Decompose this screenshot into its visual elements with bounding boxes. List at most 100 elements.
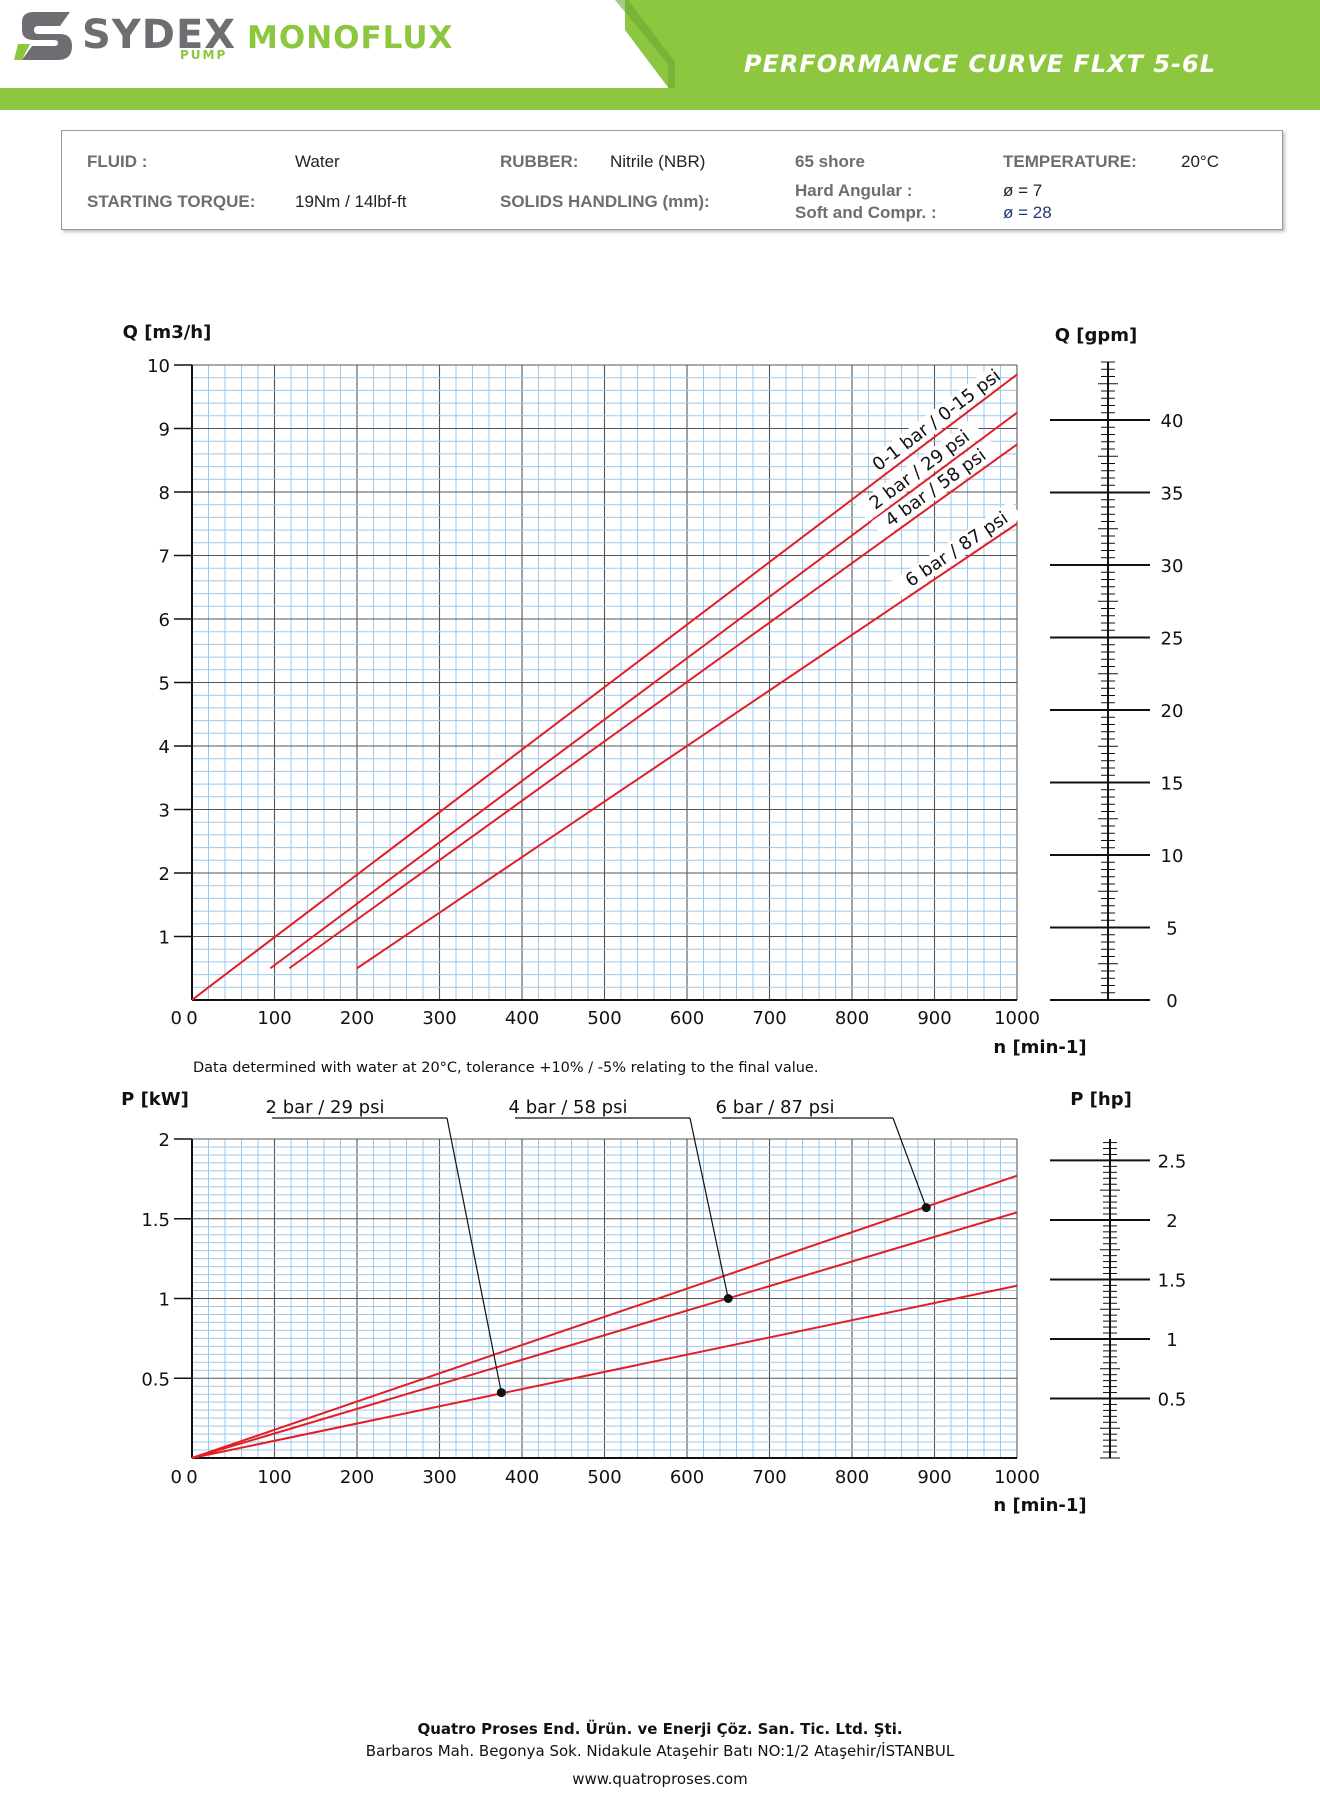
callout-dot	[723, 1294, 733, 1303]
y-tick-label: 4	[159, 737, 170, 758]
y-tick-label: 2	[159, 1130, 170, 1151]
page-footer: Quatro Proses End. Ürün. ve Enerji Çöz. …	[0, 1720, 1320, 1792]
rubber-value: Nitrile (NBR)	[610, 152, 706, 171]
y-tick-label: 9	[159, 420, 170, 441]
y2-tick-label: 25	[1161, 629, 1184, 650]
torque-label: STARTING TORQUE:	[87, 192, 256, 211]
callout-dot	[496, 1388, 506, 1398]
y-tick-label: 1	[159, 928, 170, 949]
y2-tick-label: 15	[1161, 774, 1184, 795]
y2-tick-label: 0	[1166, 991, 1177, 1012]
x-tick-label: 700	[752, 1467, 786, 1488]
shore-value: 65 shore	[795, 152, 865, 171]
brand-name: SYDEX	[82, 12, 237, 58]
series-line	[269, 411, 1018, 970]
x-tick-label: 1000	[994, 1008, 1040, 1029]
solids-label: SOLIDS HANDLING (mm):	[500, 192, 710, 211]
series-label-bg	[871, 437, 1000, 538]
x-tick-label: 400	[505, 1467, 539, 1488]
y-tick-label: 1	[159, 1290, 170, 1311]
x-tick-label: 400	[505, 1008, 539, 1029]
y-tick-label: 5	[159, 674, 170, 695]
y2-tick-label: 1	[1166, 1330, 1177, 1351]
rubber-label: RUBBER:	[500, 152, 579, 171]
y2-tick-label: 20	[1161, 701, 1184, 722]
x-tick-label: 700	[752, 1008, 786, 1029]
x-tick-label: 100	[257, 1467, 291, 1488]
chart-2	[174, 1117, 1150, 1459]
footer-address: Barbaros Mah. Begonya Sok. Nidakule Ataş…	[365, 1742, 955, 1760]
page-title: PERFORMANCE CURVE FLXT 5-6L	[743, 50, 1216, 78]
callout-dot	[921, 1203, 931, 1213]
y2-tick-label: 30	[1161, 556, 1184, 577]
header-band-shadow	[615, 0, 675, 88]
x-tick-label: 300	[422, 1008, 456, 1029]
series-label-bg	[872, 368, 1000, 472]
hard-angular-label: Hard Angular :	[795, 181, 913, 200]
y2-tick-label: 1.5	[1158, 1270, 1187, 1291]
callout-leader	[892, 1117, 927, 1208]
callout-leader	[446, 1117, 502, 1393]
series-line	[191, 1174, 1018, 1459]
soft-compr-value: ø = 28	[1003, 203, 1052, 222]
series-line	[191, 1211, 1018, 1459]
footer-url[interactable]: www.quatroproses.com	[572, 1770, 748, 1788]
y-tick-label: 8	[159, 483, 170, 504]
x-tick-label: 200	[340, 1008, 374, 1029]
header-title-band	[625, 0, 1320, 110]
series-line	[191, 373, 1018, 1001]
x-tick-label: 0	[186, 1008, 197, 1029]
temperature-label: TEMPERATURE:	[1003, 152, 1137, 171]
x-tick-label: 900	[917, 1008, 951, 1029]
y2-tick-label: 2	[1166, 1211, 1177, 1232]
y2-tick-label: 2.5	[1158, 1151, 1187, 1172]
origin-label: 0	[171, 1008, 182, 1029]
y-tick-label: 10	[147, 356, 170, 377]
product-name: MONOFLUX	[247, 20, 454, 56]
x-tick-label: 1000	[994, 1467, 1040, 1488]
y-tick-label: 6	[159, 610, 170, 631]
x-tick-label: 300	[422, 1467, 456, 1488]
y-axis-title: Q [m3/h]	[123, 322, 212, 343]
sydex-logo-icon	[14, 12, 72, 60]
y-tick-label: 0.5	[141, 1369, 170, 1390]
callout-label: 6 bar / 87 psi	[716, 1097, 835, 1118]
header-banner	[0, 0, 1320, 110]
x-axis-title: n [min-1]	[993, 1037, 1086, 1058]
torque-value: 19Nm / 14lbf-ft	[295, 192, 407, 211]
hard-angular-value: ø = 7	[1003, 181, 1043, 200]
y2-tick-label: 40	[1161, 411, 1184, 432]
series-label-bg	[891, 500, 1022, 598]
footer-company: Quatro Proses End. Ürün. ve Enerji Çöz. …	[417, 1720, 903, 1738]
callout-leader	[689, 1117, 729, 1299]
callout-label: 4 bar / 58 psi	[509, 1097, 628, 1118]
y-tick-label: 1.5	[141, 1210, 170, 1231]
x-tick-label: 100	[257, 1008, 291, 1029]
y2-axis-title: P [hp]	[1070, 1089, 1132, 1110]
origin-label: 0	[171, 1467, 182, 1488]
series-label-bg	[855, 418, 984, 521]
y2-axis-title: Q [gpm]	[1055, 325, 1138, 346]
y-axis-title: P [kW]	[121, 1089, 189, 1110]
x-tick-label: 200	[340, 1467, 374, 1488]
data-note: Data determined with water at 20°C, tole…	[193, 1060, 818, 1076]
x-tick-label: 500	[587, 1467, 621, 1488]
x-axis-title: n [min-1]	[993, 1495, 1086, 1516]
temperature-value: 20°C	[1181, 152, 1219, 171]
fluid-label: FLUID :	[87, 152, 148, 171]
x-tick-label: 800	[835, 1008, 869, 1029]
soft-compr-label: Soft and Compr. :	[795, 203, 937, 222]
x-tick-label: 0	[186, 1467, 197, 1488]
brand-sub: PUMP	[180, 48, 228, 62]
y2-tick-label: 5	[1166, 919, 1177, 940]
x-tick-label: 600	[670, 1008, 704, 1029]
y-tick-label: 3	[159, 801, 170, 822]
series-line	[356, 522, 1018, 970]
fluid-value: Water	[295, 152, 340, 171]
series-line	[288, 443, 1018, 970]
x-tick-label: 500	[587, 1008, 621, 1029]
y-tick-label: 7	[159, 547, 170, 568]
